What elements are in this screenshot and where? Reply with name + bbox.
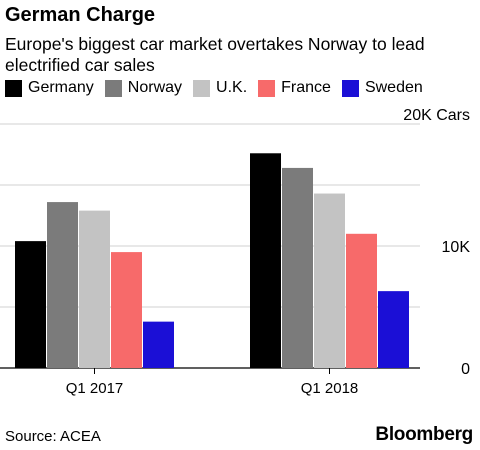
bar-germany-1 (250, 153, 281, 368)
bar-norway-0 (47, 202, 78, 368)
bar-france-0 (111, 252, 142, 368)
legend-swatch-germany (5, 79, 22, 97)
legend-item-norway: Norway (104, 79, 183, 97)
bar-sweden-1 (378, 291, 409, 368)
legend-item-uk: U.K. (193, 79, 247, 97)
legend-label-france: France (281, 79, 331, 96)
x-tick-label: Q1 2017 (66, 380, 124, 397)
legend-label-germany: Germany (28, 79, 94, 96)
legend-swatch-sweden (341, 79, 359, 97)
legend-item-germany: Germany (5, 79, 94, 97)
legend-label-sweden: Sweden (364, 79, 423, 96)
legend-label-norway: Norway (127, 79, 183, 96)
legend-item-france: France (258, 79, 331, 97)
source-note: Source: ACEA (5, 428, 101, 445)
bar-uk-1 (314, 193, 345, 368)
chart-title: German Charge (5, 4, 156, 26)
bar-uk-0 (79, 210, 110, 368)
legend-swatch-france (258, 79, 276, 97)
legend: Germany Norway U.K. France Sweden (5, 79, 434, 97)
y-tick-label: 0 (461, 361, 470, 378)
bar-france-1 (346, 233, 377, 368)
bar-germany-0 (15, 241, 46, 368)
legend-swatch-norway (104, 79, 122, 97)
x-tick-label: Q1 2018 (301, 380, 359, 397)
bar-sweden-0 (143, 321, 174, 368)
legend-swatch-uk (193, 79, 211, 97)
legend-item-sweden: Sweden (341, 79, 423, 97)
y-tick-label: 10K (442, 239, 471, 256)
y-tick-label: 20K Cars (403, 107, 470, 124)
bloomberg-logo: Bloomberg (375, 424, 473, 445)
bar-norway-1 (282, 167, 313, 368)
legend-label-uk: U.K. (216, 79, 248, 96)
chart-subtitle: Europe's biggest car market overtakes No… (5, 34, 425, 75)
